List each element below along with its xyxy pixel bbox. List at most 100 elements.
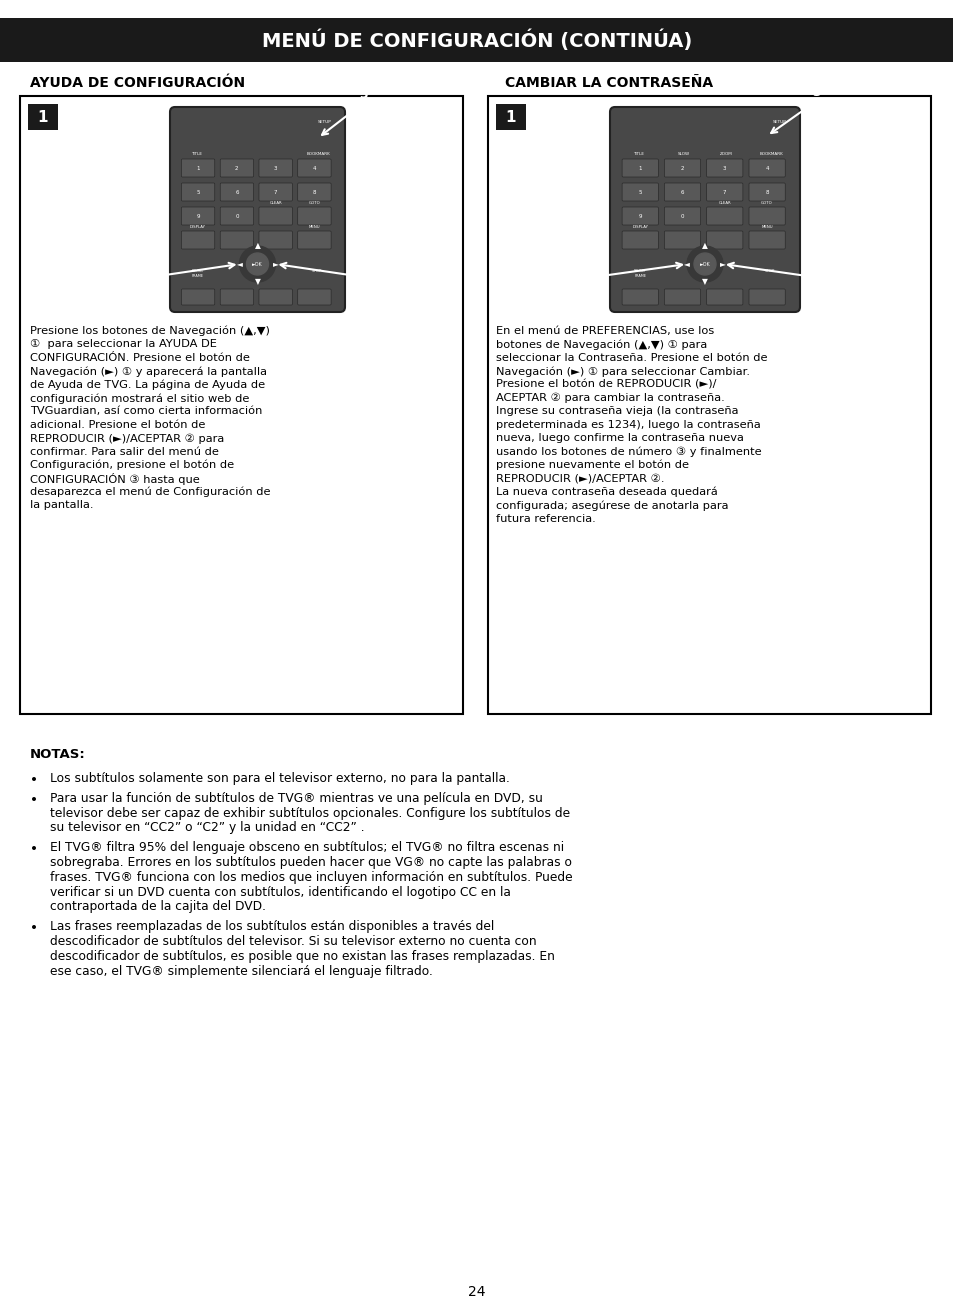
Text: 8: 8 [764,190,768,195]
Text: de Ayuda de TVG. La página de Ayuda de: de Ayuda de TVG. La página de Ayuda de [30,379,265,390]
FancyBboxPatch shape [181,290,214,305]
Text: configuración mostrará el sitio web de: configuración mostrará el sitio web de [30,393,249,404]
Text: 6: 6 [234,190,238,195]
Text: MENÚ DE CONFIGURACIÓN (CONTINÚA): MENÚ DE CONFIGURACIÓN (CONTINÚA) [262,29,691,51]
Text: 3: 3 [812,86,821,99]
Text: sobregraba. Errores en los subtítulos pueden hacer que VG® no capte las palabras: sobregraba. Errores en los subtítulos pu… [50,855,572,869]
Bar [0,18,953,62]
Text: ZOOM: ZOOM [720,153,732,157]
Text: BOOKMARK: BOOKMARK [759,153,782,157]
Text: Configuración, presione el botón de: Configuración, presione el botón de [30,461,233,471]
FancyBboxPatch shape [621,183,658,201]
FancyBboxPatch shape [621,232,658,249]
Text: ese caso, el TVG® simplemente silenciará el lenguaje filtrado.: ese caso, el TVG® simplemente silenciará… [50,965,433,978]
Bar [496,104,525,130]
Text: futura referencia.: futura referencia. [496,513,595,524]
Text: 2: 2 [234,166,238,171]
Text: seleccionar la Contraseña. Presione el botón de: seleccionar la Contraseña. Presione el b… [496,353,767,363]
FancyBboxPatch shape [258,159,292,176]
Text: ①  para seleccionar la AYUDA DE: ① para seleccionar la AYUDA DE [30,340,216,350]
Text: ▲: ▲ [254,242,260,250]
Text: ▲: ▲ [701,242,707,250]
Text: 1: 1 [38,109,49,125]
Text: TITLE: TITLE [632,153,643,157]
Text: 5: 5 [638,190,641,195]
Bar [28,104,58,130]
Text: 2: 2 [680,166,683,171]
Text: DISPLAY: DISPLAY [190,225,206,229]
Text: GOTO: GOTO [308,201,320,205]
Text: MENU: MENU [308,225,320,229]
FancyBboxPatch shape [220,207,253,225]
Text: ▼: ▼ [701,278,707,287]
Text: Ingrese su contraseña vieja (la contraseña: Ingrese su contraseña vieja (la contrase… [496,407,738,416]
FancyBboxPatch shape [748,183,784,201]
FancyBboxPatch shape [609,107,800,312]
Text: La nueva contraseña deseada quedará: La nueva contraseña deseada quedará [496,487,717,497]
Text: STOP: STOP [763,268,774,272]
FancyBboxPatch shape [170,107,345,312]
Text: Las frases reemplazadas de los subtítulos están disponibles a través del: Las frases reemplazadas de los subtítulo… [50,920,494,933]
Text: BOOKMARK: BOOKMARK [306,153,330,157]
Text: 7: 7 [274,190,277,195]
Text: REPRODUCIR (►)/ACEPTAR ②.: REPRODUCIR (►)/ACEPTAR ②. [496,474,664,483]
Text: CLEAR: CLEAR [718,201,730,205]
Text: 3: 3 [274,166,277,171]
Text: 8: 8 [313,190,315,195]
Text: contraportada de la cajita del DVD.: contraportada de la cajita del DVD. [50,900,266,913]
Text: 2: 2 [578,286,587,299]
FancyBboxPatch shape [621,290,658,305]
FancyBboxPatch shape [297,183,331,201]
Bar [488,96,930,715]
FancyBboxPatch shape [220,183,253,201]
Circle shape [246,253,268,275]
FancyBboxPatch shape [297,290,331,305]
FancyBboxPatch shape [748,159,784,176]
Text: 0: 0 [234,213,238,218]
Text: PAUSE/
FRAME: PAUSE/ FRAME [634,268,646,278]
Text: STOP: STOP [312,268,322,272]
Text: ►: ► [720,259,725,268]
Text: 9: 9 [196,213,199,218]
Text: ▼: ▼ [254,278,260,287]
Text: usando los botones de número ③ y finalmente: usando los botones de número ③ y finalme… [496,446,760,457]
Text: 7: 7 [722,190,726,195]
Text: su televisor en “CC2” o “C2” y la unidad en “CC2” .: su televisor en “CC2” o “C2” y la unidad… [50,821,364,834]
Text: Los subtítulos solamente son para el televisor externo, no para la pantalla.: Los subtítulos solamente son para el tel… [50,772,509,786]
Text: botones de Navegación (▲,▼) ① para: botones de Navegación (▲,▼) ① para [496,340,706,350]
Text: El TVG® filtra 95% del lenguaje obsceno en subtítulos; el TVG® no filtra escenas: El TVG® filtra 95% del lenguaje obsceno … [50,841,563,854]
Text: 1: 1 [137,286,146,299]
Text: CONFIGURACIÓN. Presione el botón de: CONFIGURACIÓN. Presione el botón de [30,353,250,363]
Bar [20,96,462,715]
Text: ◄: ◄ [683,259,689,268]
Text: 3: 3 [722,166,726,171]
Text: •: • [30,842,38,857]
FancyBboxPatch shape [181,207,214,225]
FancyBboxPatch shape [663,159,700,176]
FancyBboxPatch shape [297,232,331,249]
FancyBboxPatch shape [748,232,784,249]
Text: ►OK: ►OK [699,262,710,267]
Text: 9: 9 [638,213,641,218]
FancyBboxPatch shape [258,207,292,225]
Text: •: • [30,921,38,936]
Circle shape [239,246,275,282]
FancyBboxPatch shape [706,232,742,249]
Text: ►: ► [273,259,278,268]
Text: •: • [30,772,38,787]
FancyBboxPatch shape [181,232,214,249]
Text: SLOW: SLOW [677,153,689,157]
FancyBboxPatch shape [706,207,742,225]
Text: configurada; asegúrese de anotarla para: configurada; asegúrese de anotarla para [496,500,728,511]
Text: CLEAR: CLEAR [269,201,282,205]
FancyBboxPatch shape [706,159,742,176]
FancyBboxPatch shape [663,207,700,225]
FancyBboxPatch shape [663,290,700,305]
Text: Presione los botones de Navegación (▲,▼): Presione los botones de Navegación (▲,▼) [30,326,270,337]
Circle shape [686,246,722,282]
FancyBboxPatch shape [663,183,700,201]
Text: REPRODUCIR (►)/ACEPTAR ② para: REPRODUCIR (►)/ACEPTAR ② para [30,433,224,443]
Text: 4: 4 [313,166,315,171]
FancyBboxPatch shape [297,159,331,176]
Text: 1: 1 [638,166,641,171]
